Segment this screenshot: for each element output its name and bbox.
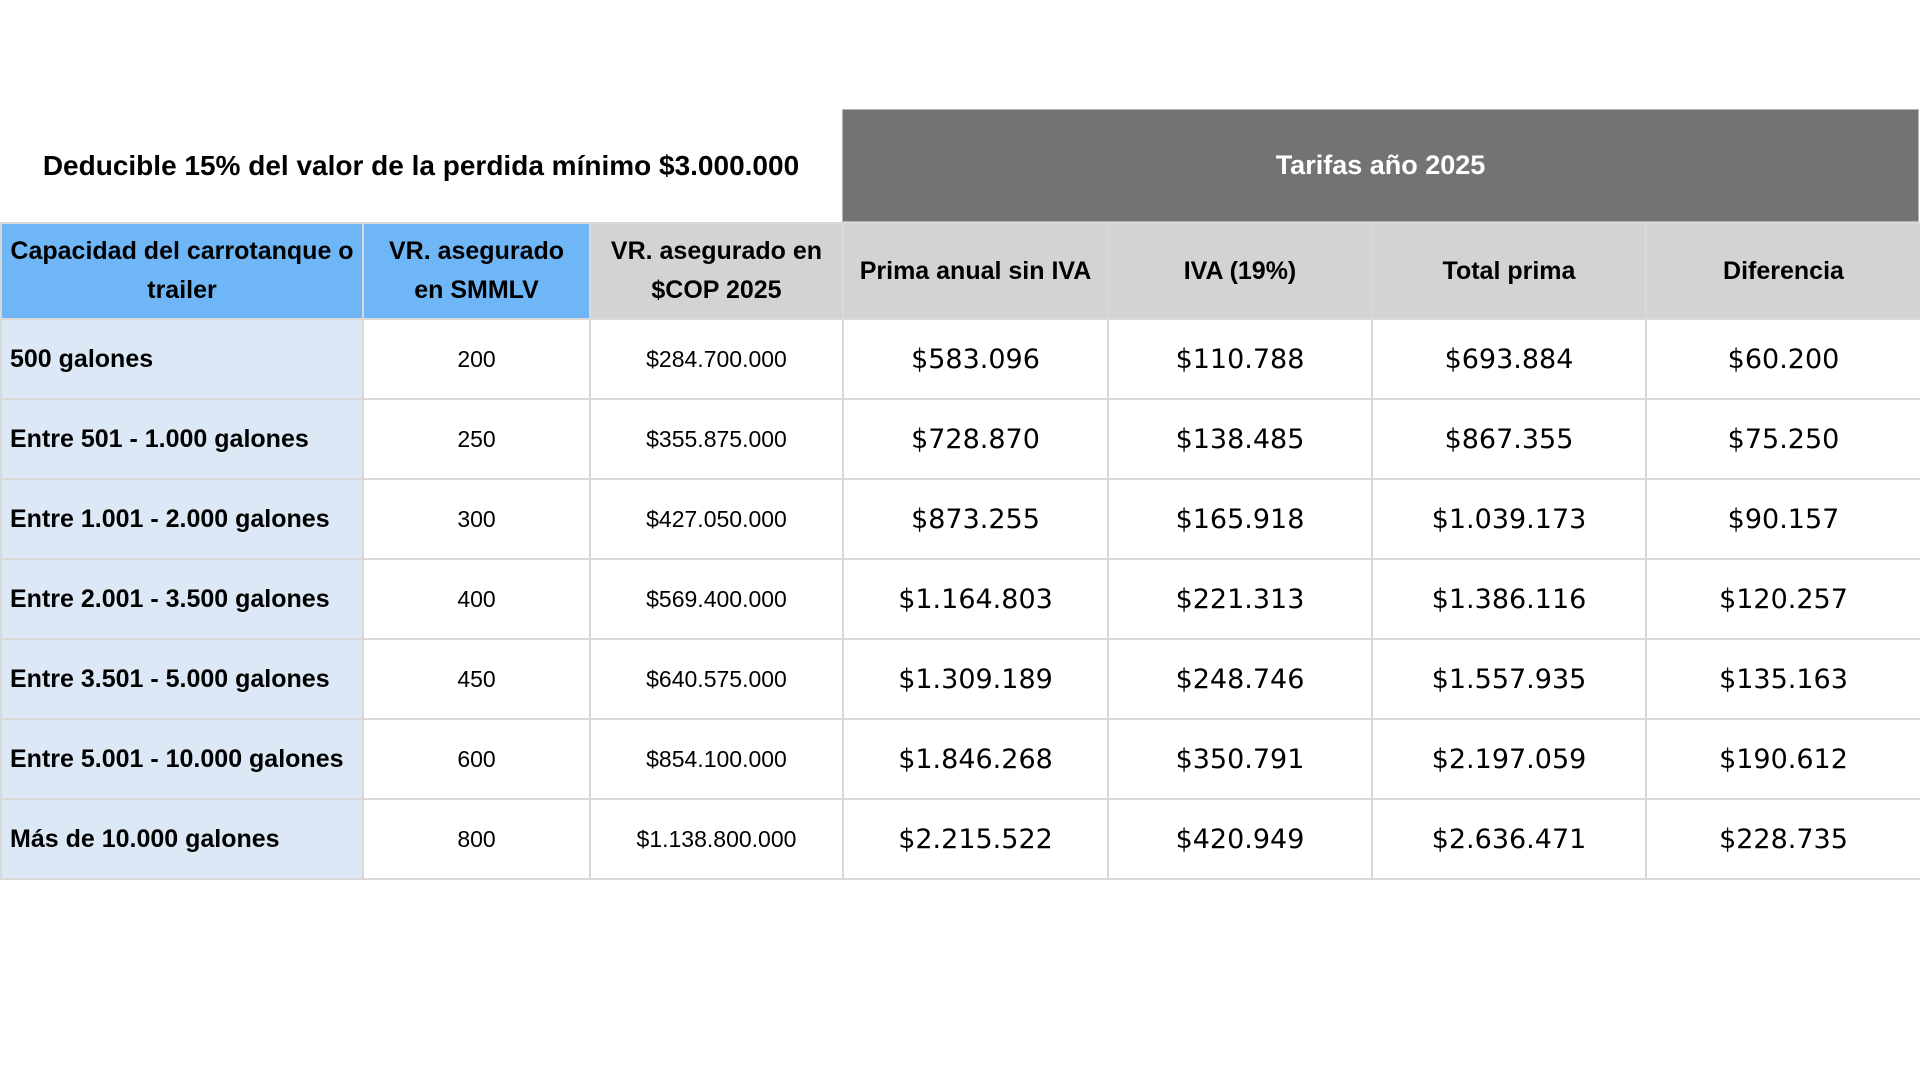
table-row: Entre 1.001 - 2.000 galones 300 $427.050…	[0, 478, 1920, 560]
premium-cell: $873.255	[842, 478, 1109, 560]
header-insured-smmlv: VR. asegurado en SMMLV	[362, 222, 591, 320]
header-row: Capacidad del carrotanque o trailer VR. …	[0, 222, 1920, 320]
iva-cell: $165.918	[1107, 478, 1373, 560]
total-cell: $2.197.059	[1371, 718, 1647, 800]
cop-cell: $569.400.000	[589, 558, 844, 640]
rates-table: Capacidad del carrotanque o trailer VR. …	[0, 222, 1920, 880]
difference-cell: $60.200	[1645, 318, 1920, 400]
header-annual-premium: Prima anual sin IVA	[842, 222, 1109, 320]
cop-cell: $640.575.000	[589, 638, 844, 720]
total-cell: $1.039.173	[1371, 478, 1647, 560]
total-cell: $1.386.116	[1371, 558, 1647, 640]
iva-cell: $350.791	[1107, 718, 1373, 800]
iva-cell: $221.313	[1107, 558, 1373, 640]
capacity-cell: Entre 5.001 - 10.000 galones	[0, 718, 364, 800]
smmlv-cell: 450	[362, 638, 591, 720]
header-iva: IVA (19%)	[1107, 222, 1373, 320]
table-row: Entre 2.001 - 3.500 galones 400 $569.400…	[0, 558, 1920, 640]
smmlv-cell: 250	[362, 398, 591, 480]
iva-cell: $248.746	[1107, 638, 1373, 720]
premium-cell: $1.846.268	[842, 718, 1109, 800]
table-row: Entre 501 - 1.000 galones 250 $355.875.0…	[0, 398, 1920, 480]
cop-cell: $355.875.000	[589, 398, 844, 480]
cop-cell: $854.100.000	[589, 718, 844, 800]
premium-cell: $1.164.803	[842, 558, 1109, 640]
premium-cell: $583.096	[842, 318, 1109, 400]
difference-cell: $75.250	[1645, 398, 1920, 480]
table-row: Entre 5.001 - 10.000 galones 600 $854.10…	[0, 718, 1920, 800]
capacity-cell: Entre 1.001 - 2.000 galones	[0, 478, 364, 560]
capacity-cell: 500 galones	[0, 318, 364, 400]
header-insured-cop: VR. asegurado en $COP 2025	[589, 222, 844, 320]
total-cell: $693.884	[1371, 318, 1647, 400]
capacity-cell: Entre 3.501 - 5.000 galones	[0, 638, 364, 720]
rates-year-banner: Tarifas año 2025	[842, 109, 1919, 222]
capacity-cell: Entre 2.001 - 3.500 galones	[0, 558, 364, 640]
smmlv-cell: 200	[362, 318, 591, 400]
iva-cell: $110.788	[1107, 318, 1373, 400]
total-cell: $1.557.935	[1371, 638, 1647, 720]
table-row: Más de 10.000 galones 800 $1.138.800.000…	[0, 798, 1920, 880]
header-capacity: Capacidad del carrotanque o trailer	[0, 222, 364, 320]
difference-cell: $228.735	[1645, 798, 1920, 880]
header-difference: Diferencia	[1645, 222, 1920, 320]
table-row: Entre 3.501 - 5.000 galones 450 $640.575…	[0, 638, 1920, 720]
premium-cell: $1.309.189	[842, 638, 1109, 720]
smmlv-cell: 800	[362, 798, 591, 880]
total-cell: $867.355	[1371, 398, 1647, 480]
cop-cell: $427.050.000	[589, 478, 844, 560]
smmlv-cell: 600	[362, 718, 591, 800]
header-total-premium: Total prima	[1371, 222, 1647, 320]
cop-cell: $284.700.000	[589, 318, 844, 400]
total-cell: $2.636.471	[1371, 798, 1647, 880]
difference-cell: $135.163	[1645, 638, 1920, 720]
iva-cell: $138.485	[1107, 398, 1373, 480]
capacity-cell: Más de 10.000 galones	[0, 798, 364, 880]
smmlv-cell: 300	[362, 478, 591, 560]
smmlv-cell: 400	[362, 558, 591, 640]
deductible-note: Deducible 15% del valor de la perdida mí…	[42, 149, 800, 181]
cop-cell: $1.138.800.000	[589, 798, 844, 880]
difference-cell: $120.257	[1645, 558, 1920, 640]
premium-cell: $728.870	[842, 398, 1109, 480]
premium-cell: $2.215.522	[842, 798, 1109, 880]
table-row: 500 galones 200 $284.700.000 $583.096 $1…	[0, 318, 1920, 400]
capacity-cell: Entre 501 - 1.000 galones	[0, 398, 364, 480]
difference-cell: $190.612	[1645, 718, 1920, 800]
iva-cell: $420.949	[1107, 798, 1373, 880]
difference-cell: $90.157	[1645, 478, 1920, 560]
